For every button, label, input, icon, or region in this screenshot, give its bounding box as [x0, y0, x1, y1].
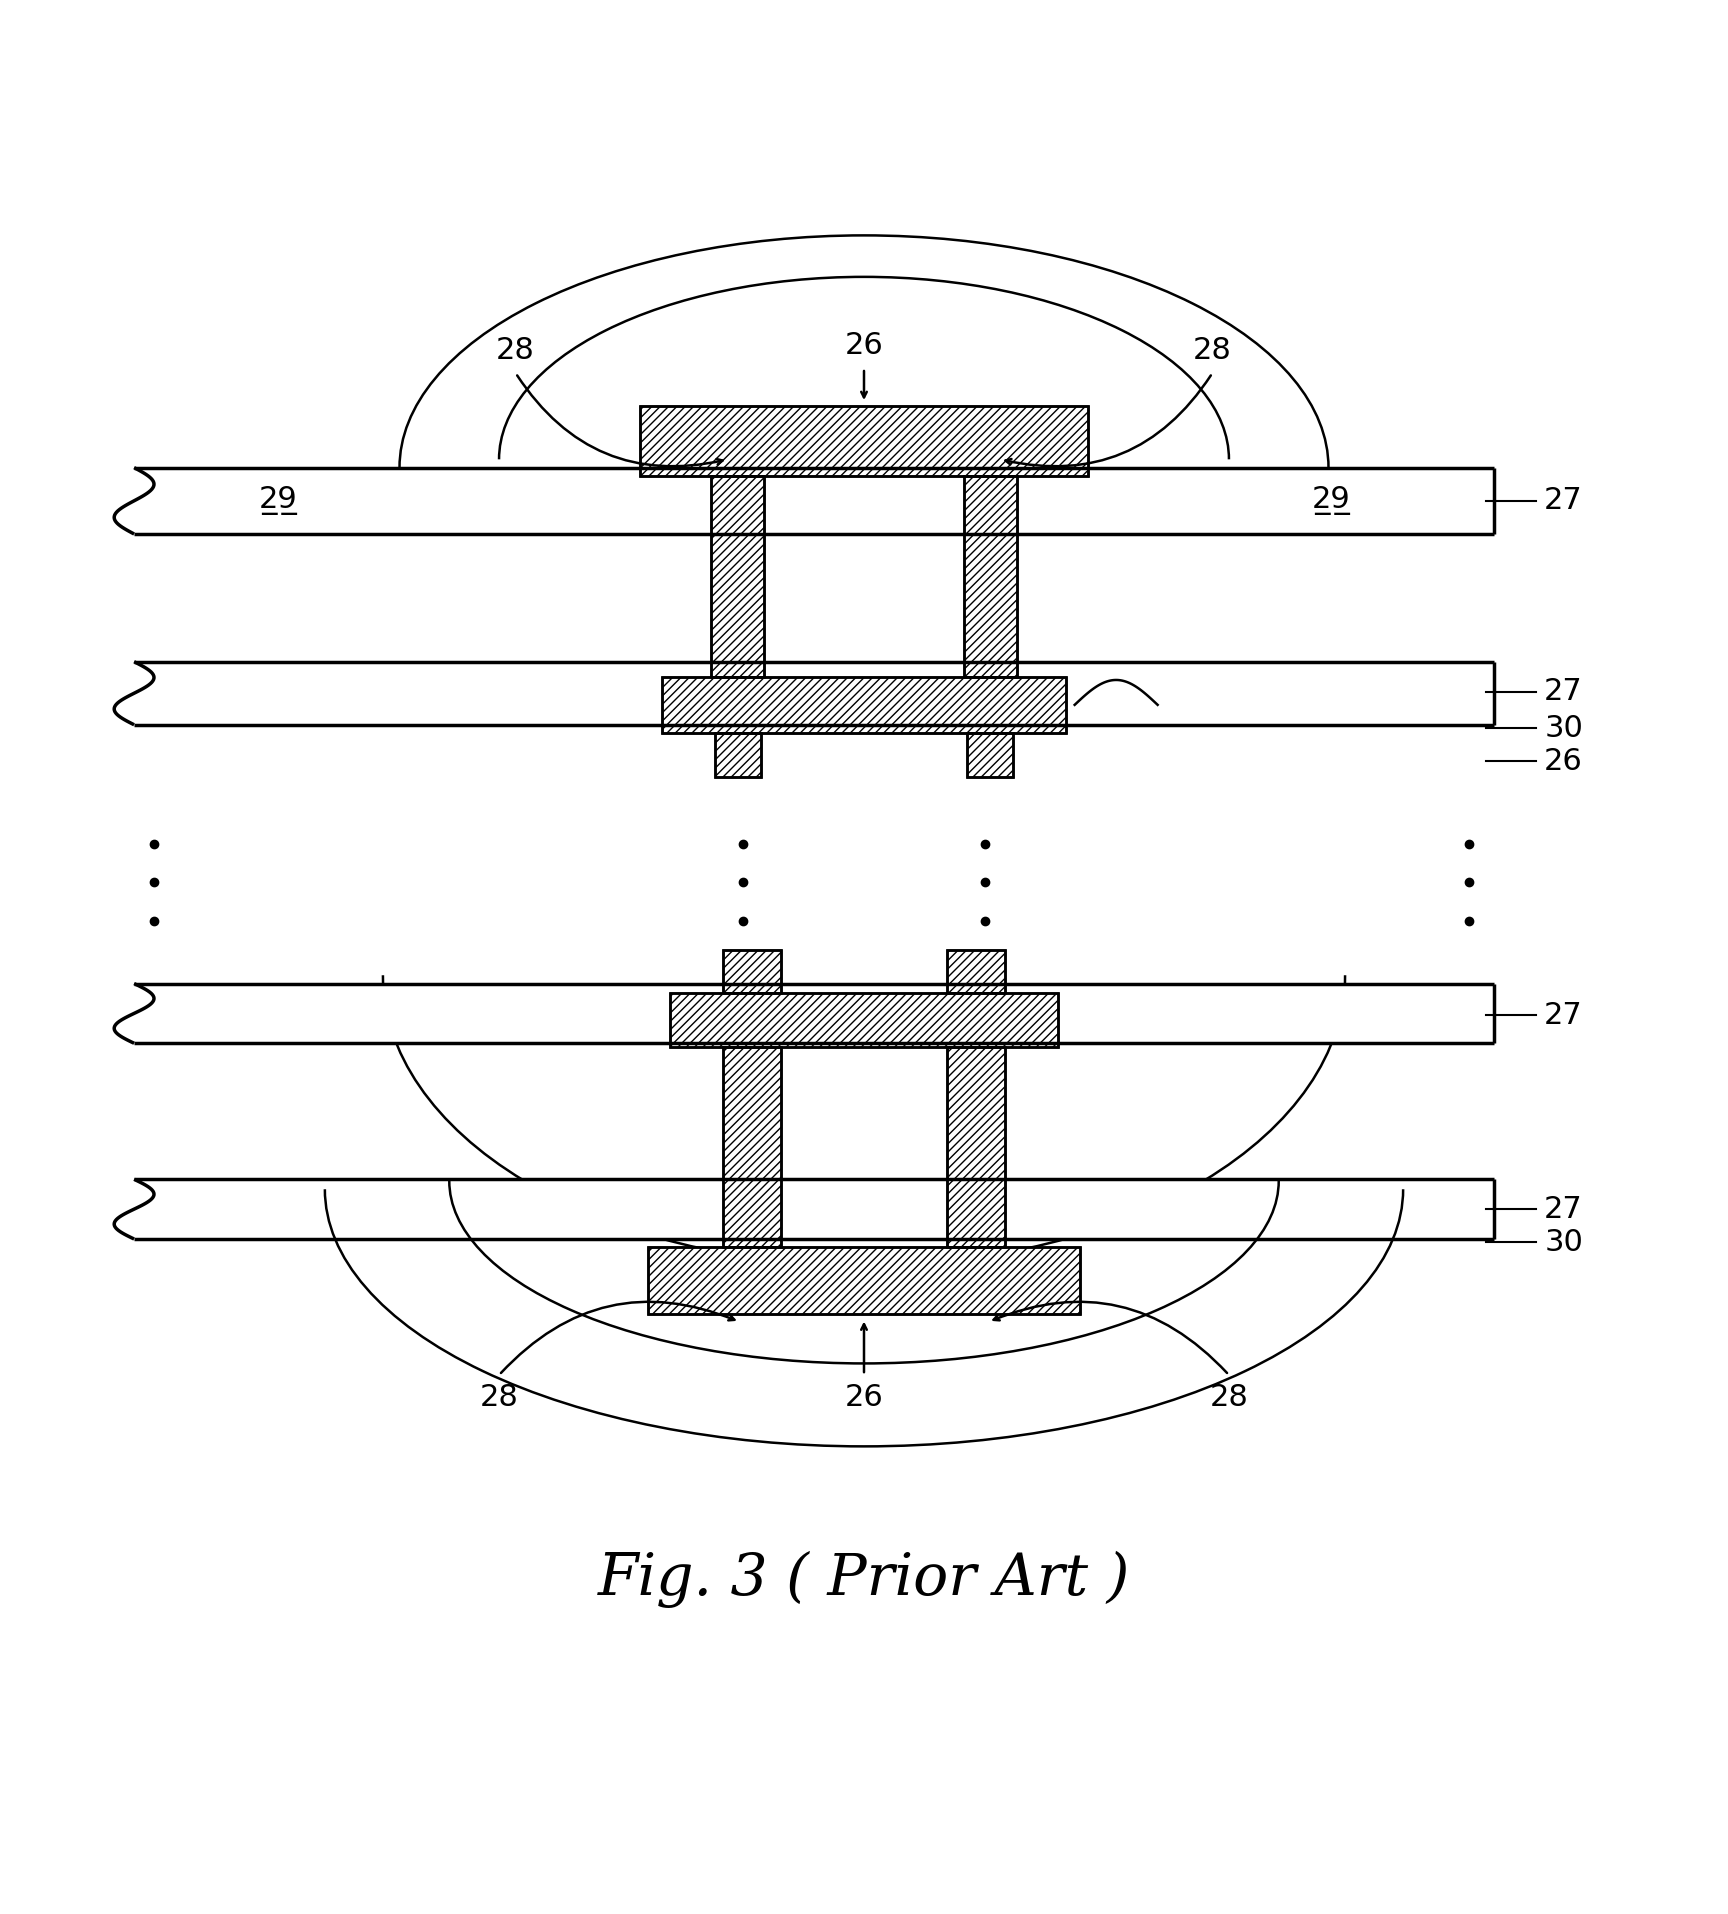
- Bar: [712, 477, 764, 678]
- Bar: [135, 662, 1495, 725]
- Bar: [715, 733, 760, 777]
- Bar: [648, 1248, 1080, 1313]
- Bar: [662, 678, 1066, 733]
- Bar: [722, 949, 781, 993]
- Bar: [639, 406, 1089, 477]
- Text: Fig. 3 ( Prior Art ): Fig. 3 ( Prior Art ): [598, 1550, 1130, 1608]
- Bar: [947, 949, 1006, 993]
- Bar: [947, 949, 1006, 993]
- Text: 28: 28: [480, 1384, 518, 1413]
- Text: 28: 28: [1192, 335, 1232, 366]
- Bar: [670, 993, 1058, 1047]
- Text: 27: 27: [1545, 1001, 1583, 1030]
- Bar: [722, 1047, 781, 1248]
- Bar: [712, 477, 764, 678]
- Bar: [722, 1047, 781, 1248]
- Bar: [968, 733, 1013, 777]
- Bar: [135, 1179, 1495, 1238]
- Text: 30: 30: [1545, 1227, 1583, 1257]
- Text: 2̲9̲: 2̲9̲: [1312, 486, 1351, 515]
- Text: 26: 26: [1545, 746, 1583, 775]
- Bar: [947, 1047, 1006, 1248]
- Bar: [648, 1248, 1080, 1313]
- Text: 28: 28: [496, 335, 536, 366]
- Bar: [715, 733, 760, 777]
- Text: 27: 27: [1545, 486, 1583, 515]
- Bar: [968, 733, 1013, 777]
- Bar: [964, 477, 1016, 678]
- Bar: [639, 406, 1089, 477]
- Bar: [135, 984, 1495, 1043]
- Text: 26: 26: [845, 1384, 883, 1413]
- Text: 27: 27: [1545, 678, 1583, 706]
- Bar: [722, 949, 781, 993]
- Bar: [670, 993, 1058, 1047]
- Bar: [964, 477, 1016, 678]
- Text: 27: 27: [1545, 1194, 1583, 1223]
- Bar: [135, 467, 1495, 534]
- Text: 26: 26: [845, 331, 883, 360]
- Text: 28: 28: [1210, 1384, 1248, 1413]
- Bar: [947, 1047, 1006, 1248]
- Bar: [662, 678, 1066, 733]
- Text: 30: 30: [1545, 714, 1583, 743]
- Text: 2̲9̲: 2̲9̲: [259, 486, 297, 515]
